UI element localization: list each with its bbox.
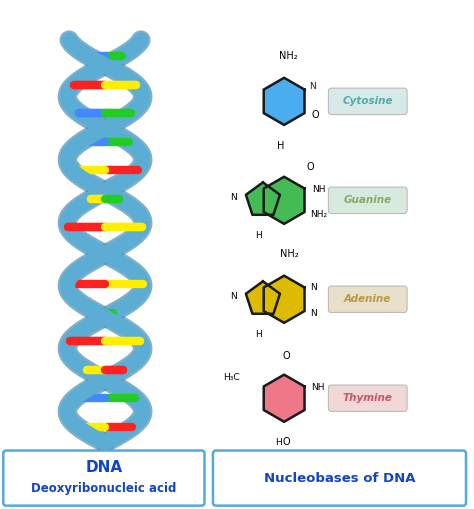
Text: Adenine: Adenine	[344, 294, 392, 304]
FancyBboxPatch shape	[328, 187, 407, 213]
Polygon shape	[246, 281, 280, 314]
FancyBboxPatch shape	[328, 88, 407, 115]
Text: NH: NH	[311, 383, 325, 392]
Polygon shape	[264, 78, 304, 125]
Text: N: N	[230, 292, 237, 301]
Polygon shape	[264, 177, 304, 224]
Text: NH₂: NH₂	[310, 210, 327, 219]
Text: O: O	[283, 437, 290, 447]
Text: NH₂: NH₂	[279, 51, 297, 61]
Text: O: O	[311, 109, 319, 120]
FancyBboxPatch shape	[328, 385, 407, 411]
Text: Guanine: Guanine	[344, 195, 392, 205]
Text: H: H	[255, 231, 262, 240]
Text: Deoxyribonucleic acid: Deoxyribonucleic acid	[31, 482, 177, 495]
Text: H: H	[255, 330, 262, 339]
Text: Thymine: Thymine	[343, 393, 392, 403]
Text: NH: NH	[312, 185, 326, 194]
Text: Nucleobases of DNA: Nucleobases of DNA	[264, 472, 415, 485]
Text: Cytosine: Cytosine	[343, 96, 393, 106]
Text: O: O	[283, 351, 290, 360]
Text: H: H	[275, 438, 282, 447]
FancyBboxPatch shape	[213, 450, 466, 505]
Polygon shape	[264, 276, 304, 323]
Text: N: N	[310, 309, 317, 318]
Text: N: N	[309, 82, 315, 91]
Text: N: N	[230, 193, 237, 203]
FancyBboxPatch shape	[328, 286, 407, 313]
Text: H: H	[277, 142, 284, 151]
Text: O: O	[306, 162, 314, 172]
Text: DNA: DNA	[85, 460, 122, 474]
Text: H₃C: H₃C	[223, 373, 239, 382]
Text: N: N	[310, 283, 317, 292]
Polygon shape	[246, 182, 280, 215]
Polygon shape	[264, 375, 304, 422]
Text: NH₂: NH₂	[280, 249, 298, 259]
FancyBboxPatch shape	[3, 450, 204, 505]
